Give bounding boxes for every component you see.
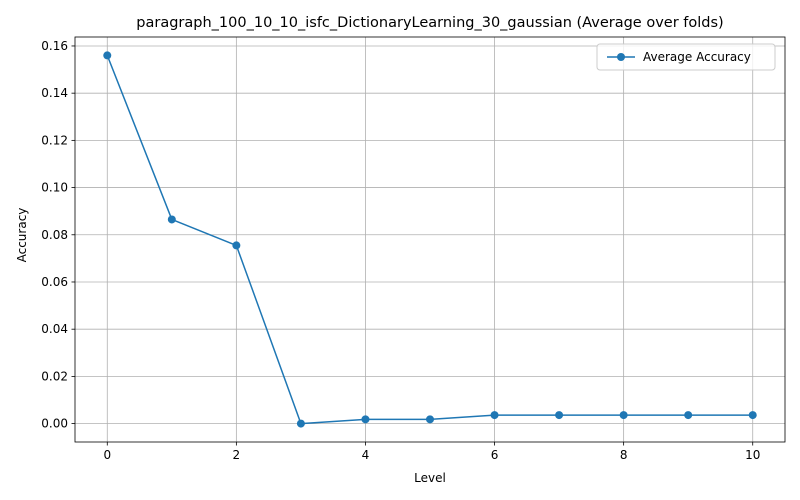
- x-tick-label: 10: [745, 448, 760, 462]
- y-tick-label: 0.02: [41, 369, 68, 383]
- x-tick-label: 8: [620, 448, 628, 462]
- y-tick-label: 0.14: [41, 86, 68, 100]
- x-tick-label: 0: [103, 448, 111, 462]
- y-axis-label: Accuracy: [15, 208, 29, 263]
- y-tick-label: 0.04: [41, 322, 68, 336]
- plot-background: [75, 37, 785, 442]
- x-axis-label: Level: [414, 471, 446, 485]
- series-group: [103, 51, 757, 428]
- legend-box: [596, 43, 776, 71]
- grid-lines: [75, 37, 785, 442]
- y-ticks: 0.00 0.02 0.04 0.06 0.08 0.10 0.12 0.14 0.16: [41, 39, 75, 431]
- data-point: [748, 411, 757, 420]
- x-tick-label: 6: [491, 448, 499, 462]
- x-tick-label: 4: [362, 448, 370, 462]
- data-point: [490, 411, 499, 420]
- data-point: [296, 419, 305, 428]
- data-point: [167, 215, 176, 224]
- x-tick-label: 2: [233, 448, 241, 462]
- plot-border: [74, 36, 786, 443]
- y-tick-label: 0.06: [41, 275, 68, 289]
- legend: Average Accuracy: [596, 43, 776, 71]
- data-point: [103, 51, 112, 60]
- data-point: [619, 411, 628, 420]
- x-ticks: 0 2 4 6 8 10: [103, 442, 760, 462]
- chart-title: paragraph_100_10_10_isfc_DictionaryLearn…: [136, 15, 723, 31]
- plot-frame: [74, 36, 786, 443]
- y-tick-label: 0.16: [41, 39, 68, 53]
- data-point: [684, 411, 693, 420]
- y-tick-label: 0.00: [41, 417, 68, 431]
- legend-marker: [617, 53, 625, 61]
- data-point: [232, 241, 241, 250]
- legend-label: Average Accuracy: [643, 50, 751, 64]
- y-tick-label: 0.08: [41, 228, 68, 242]
- data-point: [555, 411, 564, 420]
- y-tick-label: 0.12: [41, 133, 68, 147]
- y-tick-label: 0.10: [41, 181, 68, 195]
- data-point: [426, 415, 434, 424]
- data-point: [361, 415, 370, 424]
